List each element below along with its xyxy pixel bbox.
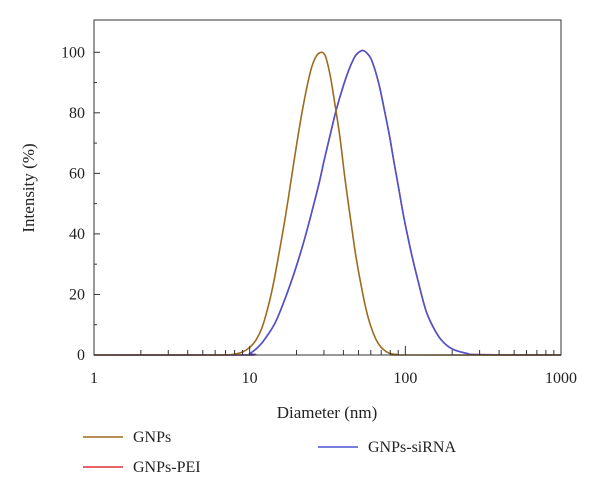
y-axis-title: Intensity (%) (19, 143, 38, 232)
y-tick-label: 40 (69, 226, 85, 243)
legend-label-gnps-pei: GNPs-PEI (133, 459, 201, 476)
x-tick-label: 100 (393, 370, 417, 387)
legend-label-gnps-sirna: GNPs-siRNA (368, 439, 456, 456)
legend-label-gnps: GNPs (133, 429, 171, 446)
y-tick-label: 100 (61, 44, 85, 61)
y-tick-label: 80 (69, 105, 85, 122)
y-tick-label: 0 (77, 347, 85, 364)
axes (93, 19, 562, 356)
series-line-gnps-sirna (93, 49, 562, 356)
x-tick-label: 10 (242, 370, 258, 387)
series-line-gnps-pei (93, 49, 562, 356)
x-tick-label: 1 (90, 370, 98, 387)
y-tick-label: 60 (69, 165, 85, 182)
legend: GNPs GNPs-PEI GNPs-siRNA (83, 429, 456, 476)
series-line-gnps (94, 51, 562, 356)
plot-area (93, 49, 562, 356)
plot-frame (93, 19, 562, 356)
x-axis-title: Diameter (nm) (277, 403, 378, 422)
axis-ticks: 1 10 100 1000 0 20 40 60 80 100 (61, 44, 577, 387)
x-tick-label: 1000 (545, 370, 577, 387)
y-tick-label: 20 (69, 286, 85, 303)
